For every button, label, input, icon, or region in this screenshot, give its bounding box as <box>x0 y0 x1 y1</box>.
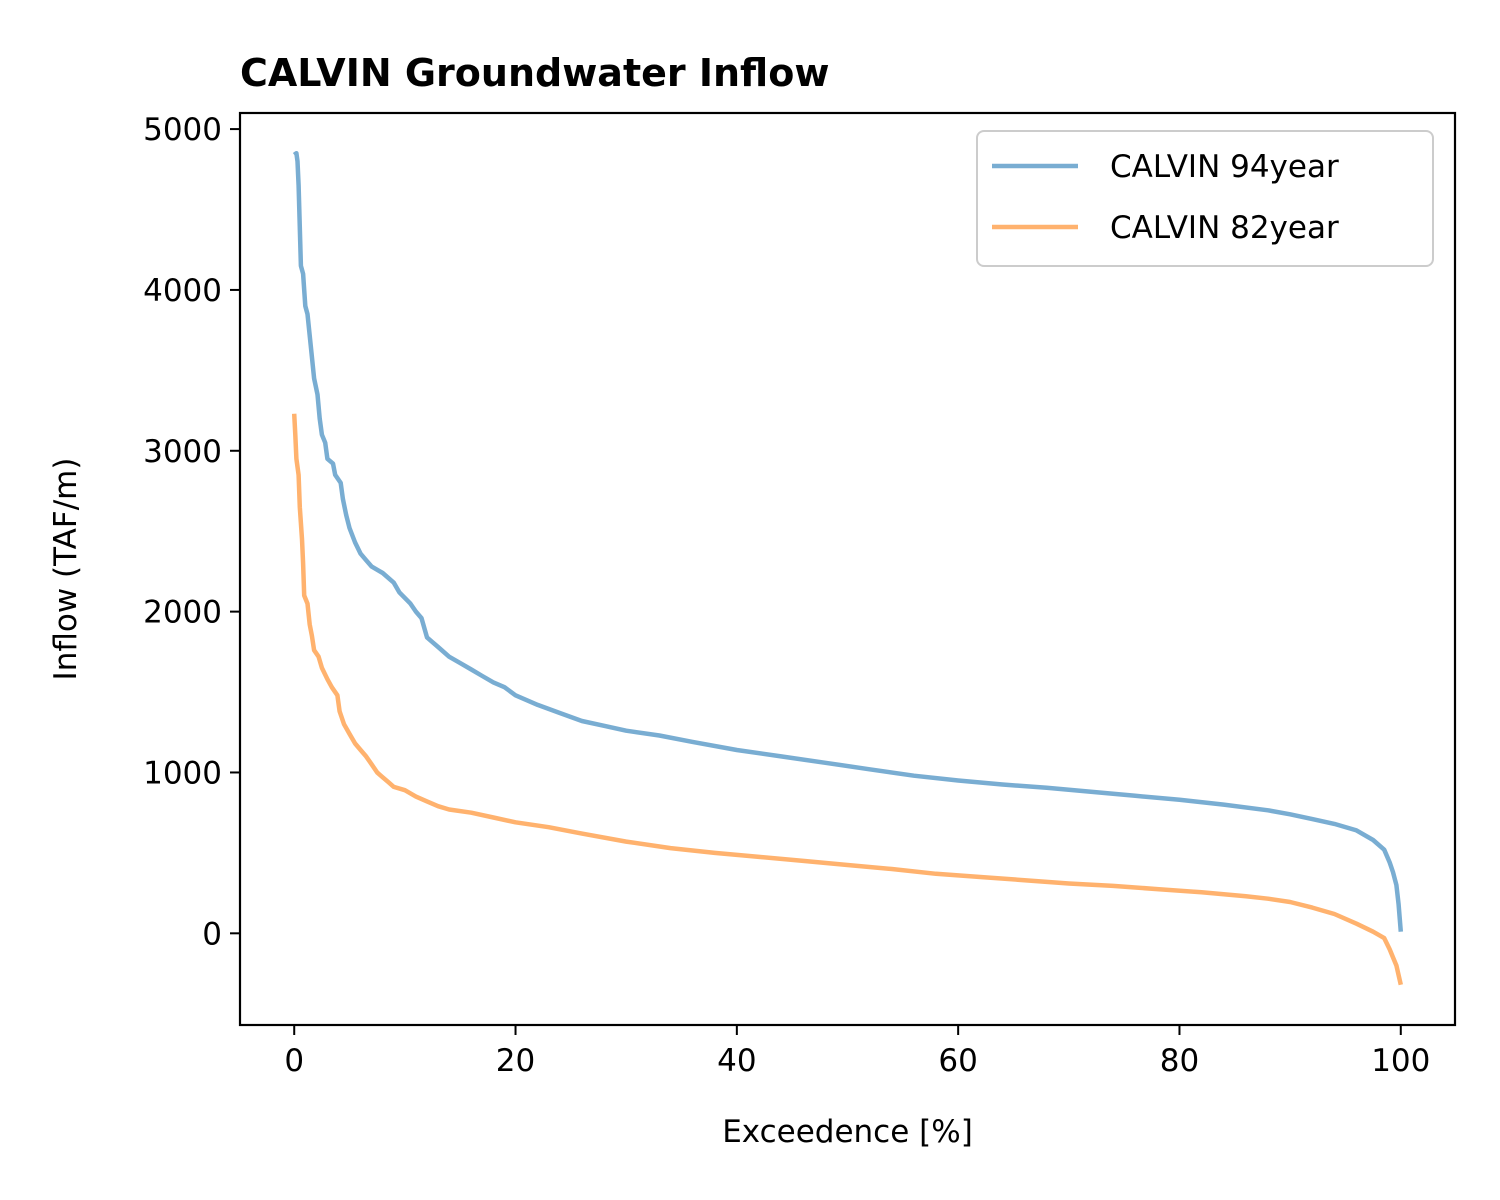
y-axis-label: Inflow (TAF/m) <box>48 458 84 681</box>
y-tick-label: 4000 <box>143 273 222 309</box>
y-tick-label: 2000 <box>143 595 222 631</box>
x-tick-label: 20 <box>496 1043 535 1079</box>
chart-title: CALVIN Groundwater Inflow <box>240 51 829 95</box>
y-tick-label: 3000 <box>143 434 222 470</box>
series-line-1 <box>292 150 1404 932</box>
x-tick-label: 80 <box>1160 1043 1199 1079</box>
legend-label-2: CALVIN 82year <box>1110 210 1339 246</box>
series-line-2 <box>291 413 1403 986</box>
y-axis: 0 1000 2000 3000 4000 5000 <box>143 112 240 952</box>
series-layer <box>291 150 1404 986</box>
x-axis: 0 20 40 60 80 100 <box>284 1025 1430 1079</box>
x-tick-label: 40 <box>717 1043 756 1079</box>
y-tick-label: 1000 <box>143 755 222 791</box>
legend: CALVIN 94year CALVIN 82year <box>976 130 1434 267</box>
y-tick-label: 0 <box>202 916 222 952</box>
y-tick-label: 5000 <box>143 112 222 148</box>
legend-label-1: CALVIN 94year <box>1110 149 1339 185</box>
x-tick-label: 0 <box>284 1043 304 1079</box>
x-tick-label: 60 <box>938 1043 977 1079</box>
x-tick-label: 100 <box>1371 1043 1430 1079</box>
plot-frame <box>238 111 1457 1027</box>
x-axis-label: Exceedence [%] <box>722 1114 973 1150</box>
legend-box <box>976 130 1434 267</box>
